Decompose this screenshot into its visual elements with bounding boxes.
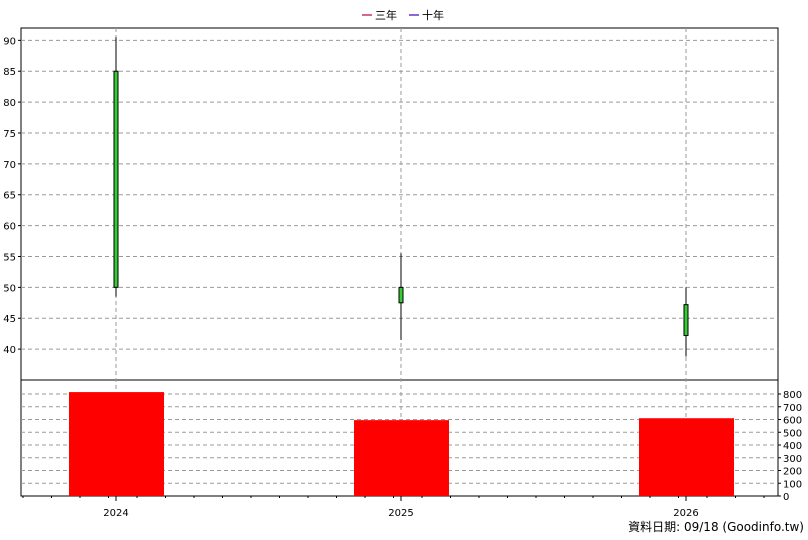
price-tick-label: 60 (3, 222, 16, 233)
volume-tick-label: 300 (783, 454, 802, 465)
price-tick-label: 45 (3, 314, 16, 325)
candles (113, 37, 689, 357)
volume-tick-label: 100 (783, 479, 802, 490)
candle-body (683, 304, 689, 337)
price-axis: 40 45 50 55 60 65 70 75 80 85 90 (3, 36, 21, 356)
volume-bar (354, 420, 449, 496)
volume-bars (69, 392, 734, 496)
candle-body (113, 70, 119, 288)
volume-tick-label: 200 (783, 467, 802, 478)
price-tick-label: 85 (3, 67, 16, 78)
price-tick-label: 80 (3, 98, 16, 109)
volume-tick-label: 0 (783, 492, 789, 503)
volume-tick-label: 600 (783, 416, 802, 427)
volume-tick-label: 400 (783, 441, 802, 452)
x-tick-label: 2024 (103, 508, 128, 519)
price-panel (20, 27, 779, 381)
footer-source: 資料日期: 09/18 (Goodinfo.tw) (628, 520, 804, 534)
legend-label-ten-year: 十年 (422, 8, 444, 22)
legend: 三年 十年 (362, 8, 444, 22)
price-tick-label: 50 (3, 283, 16, 294)
volume-bar (639, 418, 734, 496)
price-tick-label: 65 (3, 191, 16, 202)
volume-bar (69, 392, 164, 496)
legend-label-three-year: 三年 (375, 8, 397, 22)
price-tick-label: 70 (3, 160, 16, 171)
candle-body (398, 286, 404, 304)
price-tick-label: 40 (3, 345, 16, 356)
price-tick-label: 90 (3, 36, 16, 47)
x-tick-label: 2025 (388, 508, 413, 519)
price-tick-label: 75 (3, 129, 16, 140)
x-axis: 2024 2025 2026 (22, 496, 765, 519)
volume-tick-label: 800 (783, 390, 802, 401)
volume-tick-label: 700 (783, 403, 802, 414)
price-tick-label: 55 (3, 252, 16, 263)
volume-tick-label: 500 (783, 428, 802, 439)
x-tick-label: 2026 (673, 508, 698, 519)
